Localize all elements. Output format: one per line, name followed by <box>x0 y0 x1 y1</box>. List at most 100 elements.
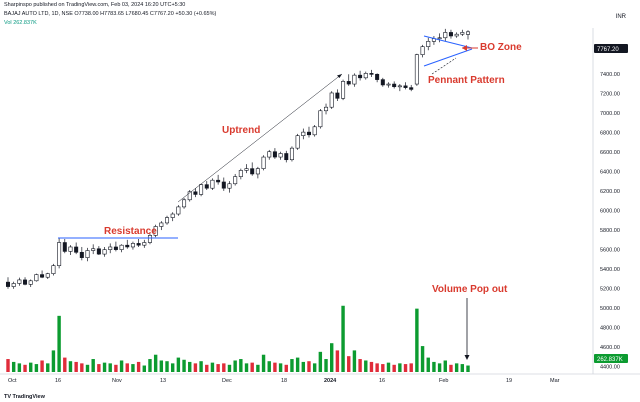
y-tick-label: 5800.00 <box>600 228 620 234</box>
candle-body <box>335 92 340 99</box>
volume-bar <box>222 363 226 372</box>
candle-body <box>341 81 346 99</box>
candle-body <box>443 32 448 39</box>
candle-body <box>414 54 419 85</box>
candle-body <box>74 246 79 253</box>
y-tick-label: 6600.00 <box>600 150 620 156</box>
candle-body <box>375 73 380 80</box>
x-tick-label: 16 <box>379 378 385 384</box>
candle-body <box>34 274 39 282</box>
volume-line: Vol 262.837K <box>4 20 37 27</box>
candle-body <box>318 110 323 128</box>
volume-bar <box>91 359 95 372</box>
volume-bar <box>29 362 33 372</box>
candle-body <box>204 184 209 189</box>
candle-body <box>460 32 465 35</box>
y-tick-label: 4400.00 <box>600 365 620 371</box>
y-tick-label: 7000.00 <box>600 111 620 117</box>
volume-bar <box>256 364 260 372</box>
volume-bar <box>318 351 323 372</box>
x-tick-label: 19 <box>506 378 512 384</box>
x-tick-label: 18 <box>281 378 287 384</box>
candle-body <box>28 280 33 285</box>
volume-bar <box>68 361 73 372</box>
volume-bar <box>381 364 385 372</box>
volume-bar <box>57 315 61 372</box>
candle-body <box>130 243 135 248</box>
pennant-upper-line <box>423 35 473 49</box>
volume-bar <box>125 363 129 372</box>
candle-body <box>329 92 334 108</box>
volume-bar <box>352 350 357 372</box>
volume-bar <box>443 360 447 372</box>
volume-value: 262.837K <box>13 20 37 26</box>
volume-bar <box>341 305 345 372</box>
volume-bar <box>108 363 112 372</box>
volume-bar <box>290 359 294 372</box>
volume-bar <box>250 362 254 372</box>
volume-bar <box>34 364 39 372</box>
candle-body <box>403 85 408 88</box>
volume-bar <box>23 364 27 372</box>
candle-body <box>244 168 249 171</box>
volume-bar <box>364 360 368 372</box>
volume-bar <box>102 362 107 372</box>
pennant-lower-line <box>423 48 473 67</box>
candle-body <box>187 191 192 201</box>
last-volume-label: 262.837K <box>597 357 623 363</box>
candle-body <box>454 33 459 37</box>
volume-bar <box>239 359 243 372</box>
volume-bar <box>335 350 340 372</box>
candle-body <box>238 170 243 177</box>
candle-body <box>437 37 442 40</box>
y-tick-label: 7400.00 <box>600 72 620 78</box>
last-volume-tag <box>594 354 628 363</box>
candle-body <box>426 41 431 47</box>
x-tick-label: 2024 <box>324 378 337 384</box>
candle-body <box>102 249 107 255</box>
candle-body <box>312 126 317 136</box>
candle-body <box>216 179 221 183</box>
candle-body <box>221 181 226 189</box>
candle-body <box>125 244 130 248</box>
volume-bar <box>46 363 50 372</box>
candle-body <box>147 235 152 243</box>
candle-body <box>85 250 90 258</box>
volume-bar <box>159 360 164 372</box>
x-tick-label: Oct <box>8 378 17 384</box>
volume-bar <box>216 364 220 372</box>
volume-bar <box>295 357 300 372</box>
volume-bar <box>426 357 430 372</box>
candle-body <box>91 248 96 251</box>
x-tick-label: Nov <box>112 378 122 384</box>
candle-body <box>153 226 158 236</box>
bo-zone-annotation: BO Zone <box>480 42 522 53</box>
bo-zone-arrowhead <box>462 45 467 51</box>
candle-body <box>352 74 357 85</box>
volume-bar <box>432 361 436 372</box>
volume-bar <box>188 361 192 372</box>
volume-bar <box>210 362 215 372</box>
candle-body <box>182 199 187 208</box>
y-tick-label: 5400.00 <box>600 267 620 273</box>
volume-bar <box>284 364 288 372</box>
volume-bar <box>278 363 283 372</box>
volume-bar <box>369 361 374 372</box>
volume-bar <box>153 354 158 372</box>
candle-body <box>306 131 311 136</box>
candle-body <box>165 217 170 224</box>
volume-bar <box>273 362 277 372</box>
candle-body <box>170 213 175 218</box>
x-tick-label: Dec <box>222 378 232 384</box>
volume-bar <box>460 364 465 372</box>
candle-body <box>289 147 294 161</box>
candle-body <box>136 243 141 246</box>
resistance-annotation: Resistance <box>104 226 157 237</box>
volume-bar <box>142 365 146 372</box>
volume-bar <box>358 359 362 372</box>
candle-body <box>272 151 277 158</box>
x-tick-label: 16 <box>55 378 61 384</box>
candle-body <box>62 242 67 252</box>
last-price-label: 7767.20 <box>597 47 619 53</box>
volume-bar <box>11 361 16 372</box>
